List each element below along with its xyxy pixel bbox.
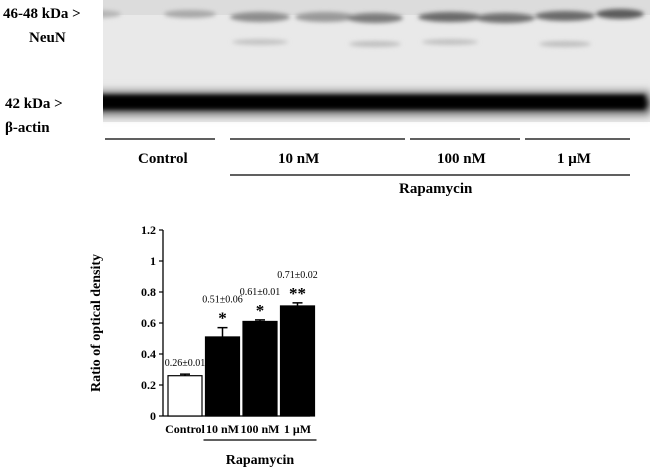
significance-mark: * bbox=[218, 309, 227, 328]
x-tick-label: Control bbox=[165, 422, 205, 436]
value-label: 0.26±0.01 bbox=[165, 358, 206, 369]
actin-kda-label: 42 kDa > bbox=[5, 96, 63, 112]
blot-group-1um: 1 μM bbox=[557, 151, 591, 167]
y-tick-label: 0.6 bbox=[141, 316, 156, 330]
y-tick-label: 0.2 bbox=[141, 378, 156, 392]
x-tick-label: 10 nM bbox=[206, 422, 239, 436]
neun-name-label: NeuN bbox=[29, 30, 66, 46]
y-tick-label: 0.4 bbox=[141, 347, 156, 361]
blot-group-100nm: 100 nM bbox=[437, 151, 486, 167]
x-axis-label: Rapamycin bbox=[226, 453, 295, 468]
y-tick-label: 0 bbox=[150, 409, 156, 423]
western-blot-panel bbox=[0, 0, 650, 176]
y-tick-label: 1.2 bbox=[141, 223, 156, 237]
blot-group-control: Control bbox=[138, 151, 188, 167]
actin-name-label: β-actin bbox=[5, 120, 50, 136]
bar bbox=[242, 320, 278, 417]
blot-treatment-label: Rapamycin bbox=[399, 181, 473, 197]
neun-kda-label: 46-48 kDa > bbox=[3, 6, 81, 22]
y-tick-label: 1 bbox=[150, 254, 156, 268]
value-label: 0.71±0.02 bbox=[277, 270, 318, 281]
bar bbox=[204, 336, 241, 417]
value-label: 0.51±0.06 bbox=[202, 295, 243, 306]
y-axis-label: Ratio of optical density bbox=[89, 254, 104, 392]
significance-mark: ** bbox=[289, 284, 306, 303]
blot-group-10nm: 10 nM bbox=[278, 151, 320, 167]
bar bbox=[279, 305, 316, 417]
y-tick-label: 0.8 bbox=[141, 285, 156, 299]
significance-mark: * bbox=[256, 301, 265, 320]
x-tick-label: 100 nM bbox=[241, 422, 280, 436]
bar bbox=[167, 375, 203, 417]
x-tick-label: 1 μM bbox=[284, 422, 311, 436]
value-label: 0.61±0.01 bbox=[240, 287, 281, 298]
